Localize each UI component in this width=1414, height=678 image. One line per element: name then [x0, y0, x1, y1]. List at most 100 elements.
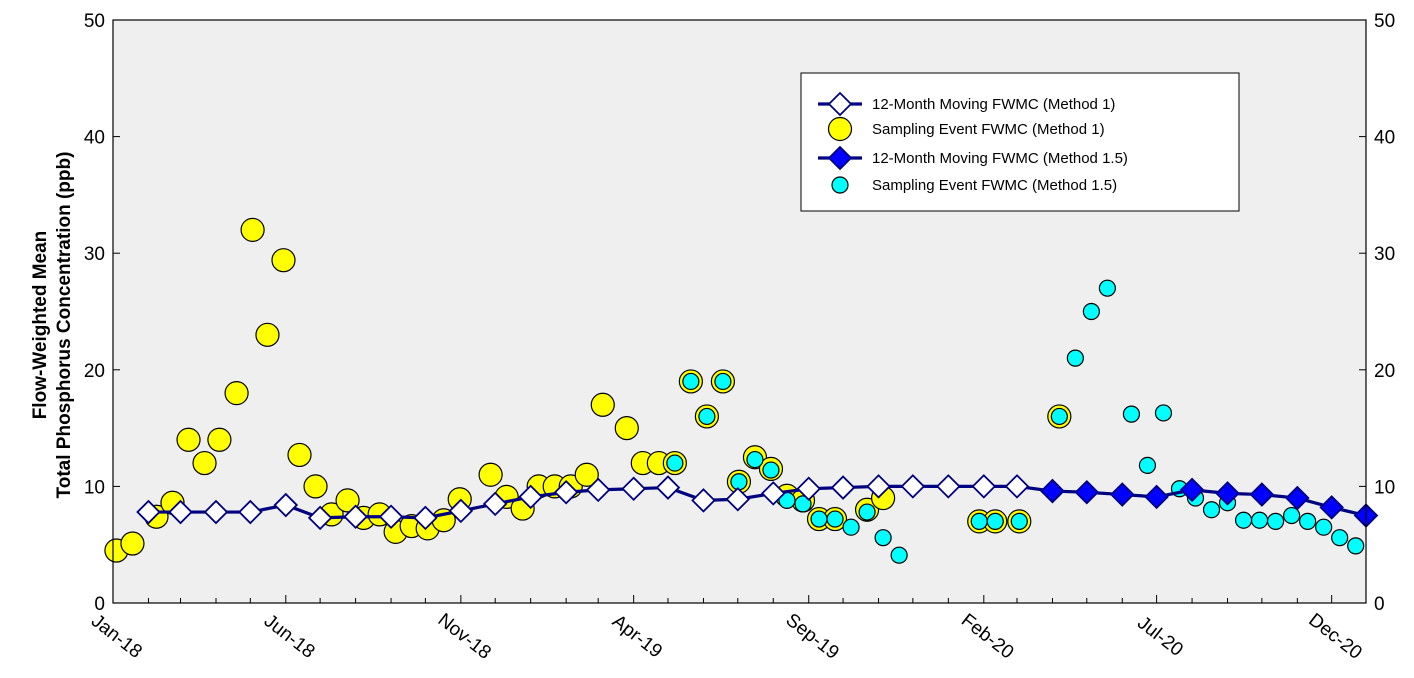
method1-moving-marker	[238, 499, 263, 525]
method15-sample-point	[1347, 537, 1365, 555]
y-tick-label-right: 50	[1374, 11, 1395, 32]
y-tick-label-right: 10	[1374, 477, 1395, 498]
method15-moving-marker	[1109, 482, 1135, 507]
y-tick-label-left: 50	[84, 11, 105, 32]
x-tick-label: Feb-20	[957, 610, 1017, 664]
method15-sample-point	[1315, 518, 1333, 536]
method15-sample-point	[1066, 349, 1084, 367]
method15-sample-point	[714, 372, 732, 391]
method15-moving-marker	[1179, 477, 1205, 503]
method15-sample-point	[810, 510, 828, 528]
x-tick-label: Apr-19	[608, 611, 666, 663]
method15-sample-point	[1250, 511, 1269, 529]
method1-moving-marker	[900, 474, 926, 499]
method1-moving-marker	[378, 504, 404, 529]
method15-sample-point	[1331, 529, 1349, 547]
legend-diamond-0	[827, 91, 853, 117]
x-tick-label: Dec-20	[1304, 610, 1365, 664]
method15-sample-point	[986, 512, 1004, 530]
method15-moving-marker	[1040, 478, 1065, 504]
method15-moving-marker	[1319, 495, 1344, 520]
x-tick-label: Jul-20	[1133, 612, 1187, 660]
method1-moving-marker	[482, 491, 508, 517]
method15-sample-point	[1050, 407, 1068, 426]
method1-sample-point	[255, 322, 280, 347]
method15-sample-point	[698, 407, 716, 426]
method15-sample-point	[762, 461, 780, 479]
method1-moving-marker	[866, 474, 891, 499]
method15-sample-point	[1010, 512, 1028, 530]
y-tick-label-right: 20	[1374, 361, 1395, 382]
method1-moving-marker	[655, 475, 681, 500]
y-tick-label-left: 10	[84, 477, 105, 498]
series-layer	[104, 217, 1379, 564]
method15-sample-point	[1082, 302, 1100, 321]
method1-moving-marker	[273, 492, 299, 518]
y-tick-label-right: 0	[1374, 594, 1385, 615]
method1-sample-point	[120, 531, 145, 556]
method1-moving-marker	[936, 474, 961, 499]
method15-sample-point	[1138, 456, 1157, 475]
method1-moving-marker	[621, 476, 646, 502]
method1-moving-marker	[585, 477, 611, 503]
method15-moving-marker	[1249, 482, 1275, 507]
method15-moving-marker	[1074, 479, 1100, 505]
method15-sample-point	[1283, 506, 1301, 525]
plot-frame	[112, 19, 1367, 604]
method1-moving-marker	[971, 474, 997, 499]
method1-moving-marker	[553, 479, 579, 505]
method15-sample-point	[1234, 511, 1253, 529]
method15-moving-marker	[1285, 485, 1310, 511]
y-tick-label-left: 40	[84, 128, 105, 149]
method1-sample-point	[224, 381, 249, 406]
method15-sample-point	[1267, 512, 1285, 530]
legend-label-0: 12-Month Moving FWMC (Method 1)	[872, 96, 1115, 113]
method1-moving-marker	[518, 484, 543, 510]
method1-moving-marker	[725, 486, 751, 512]
x-tick-label: Sep-19	[782, 610, 843, 664]
x-tick-labels: Jan-18 Jun-18 Nov-18 Apr-19 Sep-19 Feb-20 Jul-…	[87, 610, 1366, 664]
method15-sample-point	[1299, 512, 1317, 530]
method1-moving-marker	[168, 499, 193, 525]
method1-sample-point	[192, 450, 217, 476]
series-2	[1040, 477, 1379, 528]
y-tick-label-left: 0	[94, 594, 105, 615]
method15-sample-point	[874, 529, 892, 547]
method15-sample-point	[1202, 501, 1221, 519]
legend-diamond-2	[827, 145, 853, 171]
method15-moving-marker	[1144, 484, 1169, 510]
method1-sample-point	[240, 217, 265, 242]
y-axis-title-line1: Flow-Weighted Mean	[30, 231, 51, 420]
legend-circle-1	[827, 116, 853, 142]
method15-sample-point	[858, 503, 876, 521]
method1-sample-point	[176, 427, 201, 452]
method1-moving-marker	[343, 504, 368, 529]
method1-sample-point	[614, 416, 639, 441]
y-tick-label-left: 30	[84, 244, 105, 265]
y-tick-label-right: 40	[1374, 128, 1395, 149]
method1-sample-point	[590, 392, 615, 417]
method1-moving-marker	[448, 498, 474, 524]
y-tick-label-left: 20	[84, 361, 105, 382]
right-y-tick-labels: 0 10 20 30 40 50	[1374, 11, 1395, 615]
method15-sample-point	[970, 512, 988, 530]
method15-moving-line	[1052, 488, 1367, 518]
method1-moving-marker	[1004, 474, 1030, 499]
legend-circle-3	[831, 176, 849, 194]
y-tick-label-right: 30	[1374, 244, 1395, 265]
method1-moving-marker	[203, 499, 229, 525]
method15-sample-point	[794, 495, 812, 513]
x-tick-label: Jun-18	[260, 611, 319, 663]
legend-label-2: 12-Month Moving FWMC (Method 1.5)	[872, 150, 1128, 167]
legend: 12-Month Moving FWMC (Method 1) Sampling …	[800, 72, 1240, 212]
left-y-tick-labels: 0 10 20 30 40 50	[84, 11, 105, 615]
method1-sample-point	[207, 427, 232, 452]
y-axis-title-line2: Total Phosphorus Concentration (ppb)	[54, 152, 75, 499]
method1-sample-point	[574, 462, 599, 487]
method15-sample-point	[730, 473, 748, 491]
method15-sample-point	[682, 372, 700, 391]
method1-moving-marker	[796, 476, 822, 502]
method1-moving-marker	[691, 488, 716, 513]
method15-moving-marker	[1215, 481, 1240, 506]
